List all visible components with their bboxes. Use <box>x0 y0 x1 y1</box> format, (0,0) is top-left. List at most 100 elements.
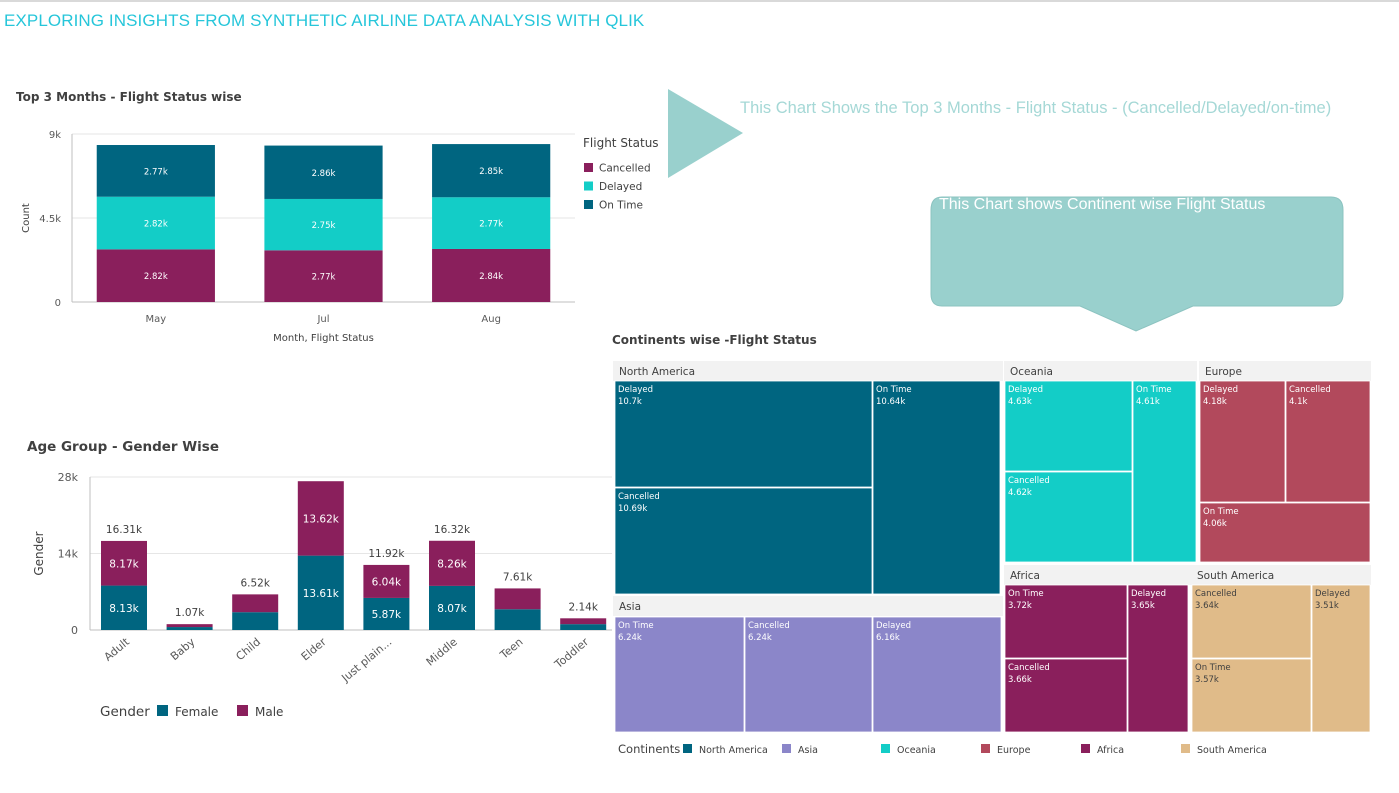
chart-title-top3months: Top 3 Months - Flight Status wise <box>16 90 242 104</box>
bar-segment-male <box>429 540 475 586</box>
treemap-group-header <box>613 596 1003 616</box>
treemap-cell-label: On Time <box>618 621 654 631</box>
legend-swatch <box>584 181 593 191</box>
legend-title: Flight Status <box>583 136 659 150</box>
legend-label: Asia <box>798 745 818 756</box>
bar-segment-female <box>494 609 541 630</box>
treemap-cell-label: Cancelled <box>1289 385 1331 395</box>
x-tick-label: Aug <box>481 314 501 325</box>
treemap-cell-label: Cancelled <box>1008 663 1050 673</box>
treemap-cell-label: On Time <box>876 385 912 395</box>
arrow-annotation-text: This Chart Shows the Top 3 Months - Flig… <box>740 99 1332 117</box>
agegroup-chart[interactable]: 0 14k 28k 8.13k 8.17k 16.31k Adult 1.07k Baby 6.5… <box>0 460 620 730</box>
bar-segment-male <box>232 594 279 613</box>
bar-segment-cancelled <box>264 250 383 302</box>
bar-data-label: 6.04k <box>372 576 402 588</box>
treemap-cell <box>1199 380 1286 503</box>
legend-label: Africa <box>1097 745 1124 756</box>
bar-data-label: 2.85k <box>479 167 503 177</box>
treemap-cell <box>872 616 1002 733</box>
treemap-cell-value: 3.66k <box>1008 675 1032 685</box>
treemap-cell-value: 3.51k <box>1315 601 1339 611</box>
legend-title: Continents <box>618 742 680 756</box>
bar-data-label: 2.75k <box>312 221 336 231</box>
treemap-cell-label: On Time <box>1008 589 1044 599</box>
treemap-cell <box>1191 584 1312 659</box>
x-tick-label: May <box>145 314 166 325</box>
treemap-cell-value: 4.06k <box>1203 519 1227 529</box>
bar-segment-male <box>166 624 213 628</box>
treemap-cell <box>1285 380 1371 503</box>
treemap-cell-label: Cancelled <box>1195 589 1237 599</box>
bar-segment-male <box>560 618 607 625</box>
bar-segment-female <box>560 624 607 630</box>
treemap-cell-label: Delayed <box>876 621 911 631</box>
bar-segment-female <box>429 585 475 630</box>
legend-swatch <box>157 705 168 716</box>
x-tick-label: Adult <box>102 635 133 664</box>
x-tick-label: Jul <box>316 314 329 325</box>
bar-segment-delayed <box>432 197 551 249</box>
y-tick-label: 14k <box>58 548 79 561</box>
callout-text: This Chart shows Continent wise Flight S… <box>939 196 1266 213</box>
top3months-chart[interactable]: 0 4.5k 9k 2.82k 2.82k 2.77k May 2.77k 2.75k 2.86k… <box>0 110 670 350</box>
treemap-cell-label: Delayed <box>1315 589 1350 599</box>
bar-total-label: 1.07k <box>175 607 205 619</box>
treemap-cell-value: 3.72k <box>1008 601 1032 611</box>
y-tick-label: 28k <box>58 471 79 484</box>
legend-swatch <box>1181 744 1190 753</box>
y-tick-label: 9k <box>49 130 61 141</box>
bar-total-label: 16.31k <box>106 524 143 536</box>
legend-label: Female <box>175 705 218 719</box>
page-title: EXPLORING INSIGHTS FROM SYNTHETIC AIRLIN… <box>4 11 645 30</box>
bar-segment-delayed <box>264 198 383 251</box>
legend-label: Male <box>255 705 283 719</box>
bar-segment-on-time <box>264 145 383 199</box>
bar-segment-male <box>297 481 344 556</box>
bar-total-label: 2.14k <box>568 601 598 613</box>
bar-data-label: 2.86k <box>312 169 336 179</box>
treemap-cell <box>1132 380 1197 563</box>
bar-data-label: 2.77k <box>144 167 168 177</box>
treemap-cell-label: Delayed <box>618 385 653 395</box>
treemap-cell <box>1004 471 1133 563</box>
treemap-cell-value: 10.7k <box>618 397 642 407</box>
bar-data-label: 8.17k <box>109 558 139 570</box>
bar-data-label: 13.61k <box>303 588 340 600</box>
bar-segment-female <box>297 555 344 630</box>
arrow-annotation-shape <box>668 89 743 178</box>
treemap-group-label: North America <box>619 366 695 378</box>
treemap-cell-label: Cancelled <box>1008 476 1050 486</box>
legend-label: Europe <box>997 745 1031 756</box>
continents-treemap[interactable]: North America Delayed 10.7k Cancelled 10.69k… <box>600 355 1390 775</box>
treemap-cell-label: Delayed <box>1008 385 1043 395</box>
bar-data-label: 8.07k <box>437 603 467 615</box>
legend-label: North America <box>699 745 768 756</box>
legend-label: South America <box>1197 745 1267 756</box>
callout-shape <box>930 196 1344 332</box>
legend-swatch <box>683 744 692 753</box>
x-tick-label: Teen <box>497 635 526 662</box>
bar-data-label: 2.77k <box>479 220 503 230</box>
bar-data-label: 2.84k <box>479 272 503 282</box>
x-tick-label: Just plain... <box>338 635 394 685</box>
bar-segment-cancelled <box>96 249 215 302</box>
treemap-cell-label: Cancelled <box>618 492 660 502</box>
treemap-cell <box>1127 584 1189 733</box>
legend-swatch <box>1081 744 1090 753</box>
bar-segment-on-time <box>96 145 215 197</box>
bar-data-label: 5.87k <box>372 609 402 621</box>
x-tick-label: Toddler <box>551 635 591 672</box>
treemap-group-label: Asia <box>619 601 641 613</box>
treemap-cell <box>1311 584 1371 733</box>
bar-total-label: 7.61k <box>503 571 533 583</box>
bar-segment-female <box>232 612 279 630</box>
treemap-cell <box>1004 380 1133 472</box>
treemap-group-header <box>1004 361 1197 381</box>
treemap-group-header <box>1199 361 1371 381</box>
y-tick-label: 0 <box>55 298 61 309</box>
treemap-cell-value: 6.24k <box>618 633 642 643</box>
y-tick-label: 0 <box>71 624 78 637</box>
treemap-cell <box>614 616 745 733</box>
treemap-cell-value: 4.1k <box>1289 397 1308 407</box>
